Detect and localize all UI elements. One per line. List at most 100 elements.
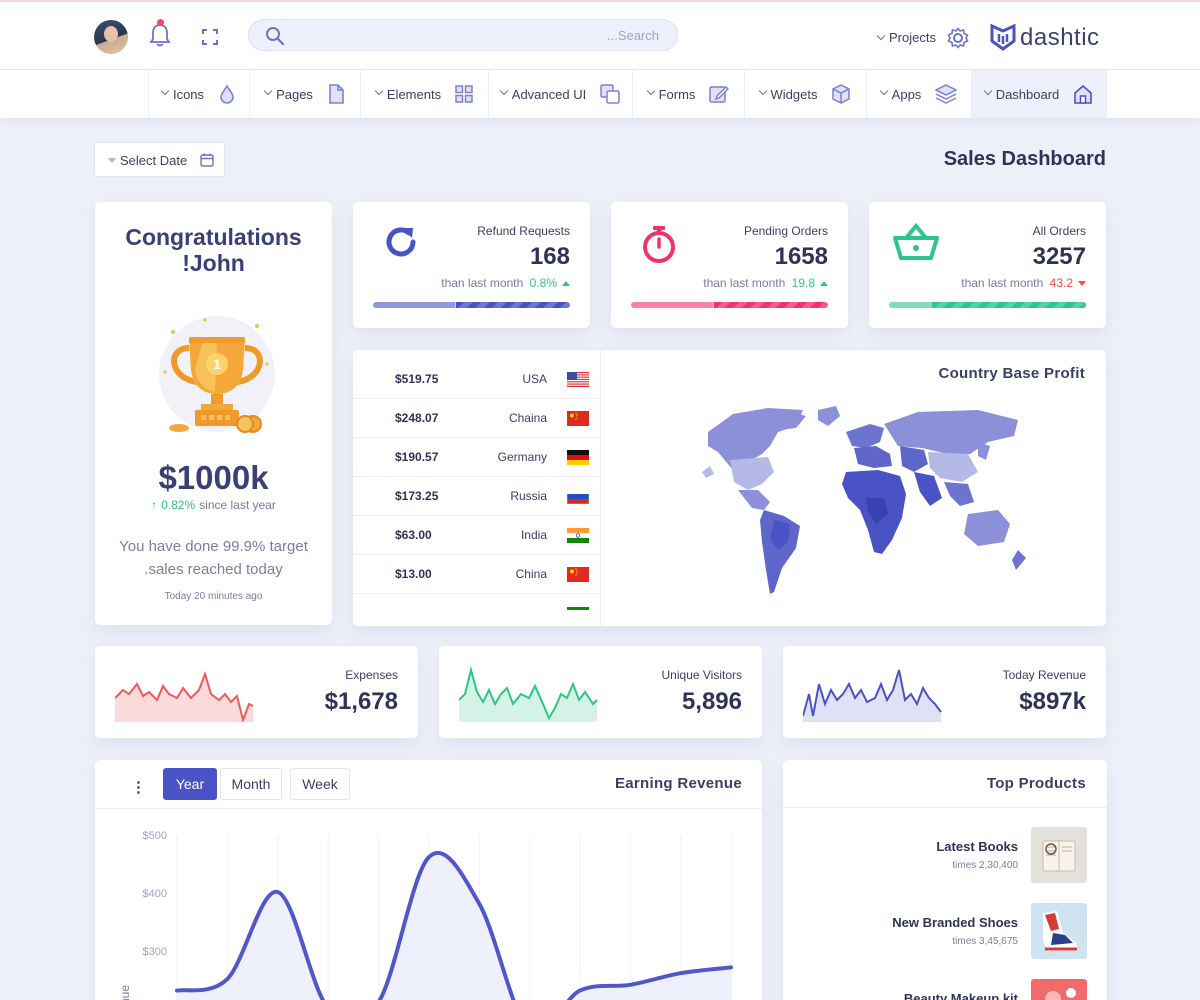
select-date-button[interactable]: Select Date xyxy=(94,142,225,177)
chevron-down-icon xyxy=(646,86,655,96)
country-amount: $190.57 xyxy=(395,450,439,464)
more-vertical-icon[interactable]: ⋮ xyxy=(131,779,146,796)
nav-item-widgets[interactable]: Widgets xyxy=(744,70,866,118)
map-divider xyxy=(600,350,601,626)
brand-name[interactable]: dashtic xyxy=(1020,24,1100,51)
stat-sub: than last month 19.8 xyxy=(703,276,828,290)
stat-sub-text: than last month xyxy=(441,276,524,290)
nav-label: Icons xyxy=(172,86,205,102)
country-name: China xyxy=(515,567,547,581)
nav-item-apps[interactable]: Apps xyxy=(866,70,971,118)
chevron-down-icon xyxy=(983,86,992,96)
y-tick-label: $300 xyxy=(143,946,167,958)
flag-china-icon xyxy=(567,411,589,426)
droplet-icon xyxy=(220,84,234,104)
edit-icon xyxy=(709,85,730,103)
basket-icon xyxy=(891,222,941,267)
projects-label: Projects xyxy=(889,30,936,45)
world-map[interactable] xyxy=(678,402,1043,607)
avatar[interactable] xyxy=(94,20,128,54)
mini-card-visitors: Unique Visitors 5,896 xyxy=(439,646,762,738)
y-tick-label: $400 xyxy=(143,888,167,900)
main-nav: Icons Pages Elements Advanced UI Forms W… xyxy=(0,70,1200,119)
shoes-image xyxy=(1031,903,1087,959)
mini-card-revenue: Today Revenue $897k xyxy=(783,646,1106,738)
nav-item-elements[interactable]: Elements xyxy=(360,70,488,118)
product-name: Latest Books xyxy=(936,839,1018,854)
desc-line2: .sales reached today xyxy=(144,561,283,578)
search-bar[interactable]: ...Search xyxy=(248,19,678,51)
flag-usa-icon xyxy=(567,372,589,387)
stat-change: 43.2 xyxy=(1049,276,1073,290)
stopwatch-icon xyxy=(639,222,679,271)
bell-icon[interactable] xyxy=(149,22,171,53)
stat-value: 3257 xyxy=(1032,243,1086,270)
gear-icon[interactable] xyxy=(947,27,969,54)
chevron-down-icon xyxy=(160,86,170,96)
nav-item-pages[interactable]: Pages xyxy=(249,70,360,118)
tab-week[interactable]: Week xyxy=(290,768,350,800)
revenue-chart[interactable]: $500 $400 $300 Revenue xyxy=(95,809,762,1000)
divider xyxy=(783,807,1107,808)
map-title: Country Base Profit xyxy=(938,365,1085,382)
mini-label: Unique Visitors xyxy=(661,668,742,682)
search-input[interactable]: ...Search xyxy=(606,28,659,43)
home-icon xyxy=(1074,84,1093,104)
caret-down-icon xyxy=(108,158,116,163)
earning-revenue-card: ⋮ Year Month Week Earning Revenue $500 $4… xyxy=(95,760,762,1000)
desc-line1: You have done 99.9% target xyxy=(119,538,308,555)
nav-label: Pages xyxy=(276,86,313,102)
mini-value: 5,896 xyxy=(681,688,742,715)
country-row[interactable]: $248.07 Chaina xyxy=(353,399,600,438)
stat-card-refund: Refund Requests 168 than last month 0.8% xyxy=(353,202,590,328)
projects-dropdown[interactable]: Projects xyxy=(876,30,936,45)
country-row[interactable]: $63.00 India xyxy=(353,516,600,555)
fullscreen-icon[interactable] xyxy=(202,29,218,50)
nav-item-forms[interactable]: Forms xyxy=(632,70,744,118)
country-row[interactable]: $519.75 USA xyxy=(353,360,600,399)
congrats-amount: $1000k xyxy=(158,459,269,496)
svg-text:1: 1 xyxy=(213,356,221,372)
country-row[interactable]: $173.25 Russia xyxy=(353,477,600,516)
congrats-growth: ↑ 0.82% since last year xyxy=(95,498,332,512)
file-icon xyxy=(329,84,344,104)
mini-label: Today Revenue xyxy=(1002,668,1086,682)
nav-item-dashboard[interactable]: Dashboard xyxy=(971,70,1107,118)
flag-russia-icon xyxy=(567,489,589,504)
stat-value: 168 xyxy=(529,243,570,270)
chevron-down-icon xyxy=(374,86,384,96)
product-item[interactable]: Beauty Makeup kit xyxy=(783,979,1107,1000)
product-count: times 2,30,400 xyxy=(952,860,1018,871)
product-item[interactable]: Latest Books times 2,30,400 xyxy=(783,827,1107,887)
congrats-card: Congratulations !John 1 $1000k ↑ 0.82% sin… xyxy=(95,202,332,625)
nav-item-icons[interactable]: Icons xyxy=(148,70,249,118)
mini-value: $897k xyxy=(1019,688,1086,715)
nav-item-advanced-ui[interactable]: Advanced UI xyxy=(488,70,632,118)
revenue-line[interactable] xyxy=(175,850,733,1000)
stat-sub-text: than last month xyxy=(961,276,1044,290)
country-row[interactable]: $190.57 Germany xyxy=(353,438,600,477)
stat-progress xyxy=(889,302,1086,308)
country-row[interactable]: $13.00 China xyxy=(353,555,600,594)
revenue-area xyxy=(177,852,731,1000)
chevron-down-icon xyxy=(499,86,509,96)
country-amount: $63.00 xyxy=(395,528,432,542)
country-amount: $248.07 xyxy=(395,411,439,425)
brand-logo-icon[interactable] xyxy=(990,23,1016,56)
country-name: USA xyxy=(522,372,547,386)
congrats-title-line1: Congratulations xyxy=(125,224,302,250)
country-amount: $519.75 xyxy=(395,372,439,386)
growth-pct: 0.82% xyxy=(161,498,196,512)
nav-label: Advanced UI xyxy=(511,86,587,102)
product-item[interactable]: New Branded Shoes times 3,45,675 xyxy=(783,903,1107,963)
tab-year[interactable]: Year xyxy=(163,768,217,800)
product-count: times 3,45,675 xyxy=(952,936,1018,947)
trend-up-icon xyxy=(562,281,570,286)
mini-label: Expenses xyxy=(345,668,398,682)
tab-month[interactable]: Month xyxy=(220,768,282,800)
stat-label: All Orders xyxy=(1032,224,1086,238)
nav-label: Elements xyxy=(386,86,442,102)
progress-fill xyxy=(932,302,1086,308)
copy-icon xyxy=(600,84,620,104)
stat-card-pending: Pending Orders 1658 than last month 19.8 xyxy=(611,202,848,328)
